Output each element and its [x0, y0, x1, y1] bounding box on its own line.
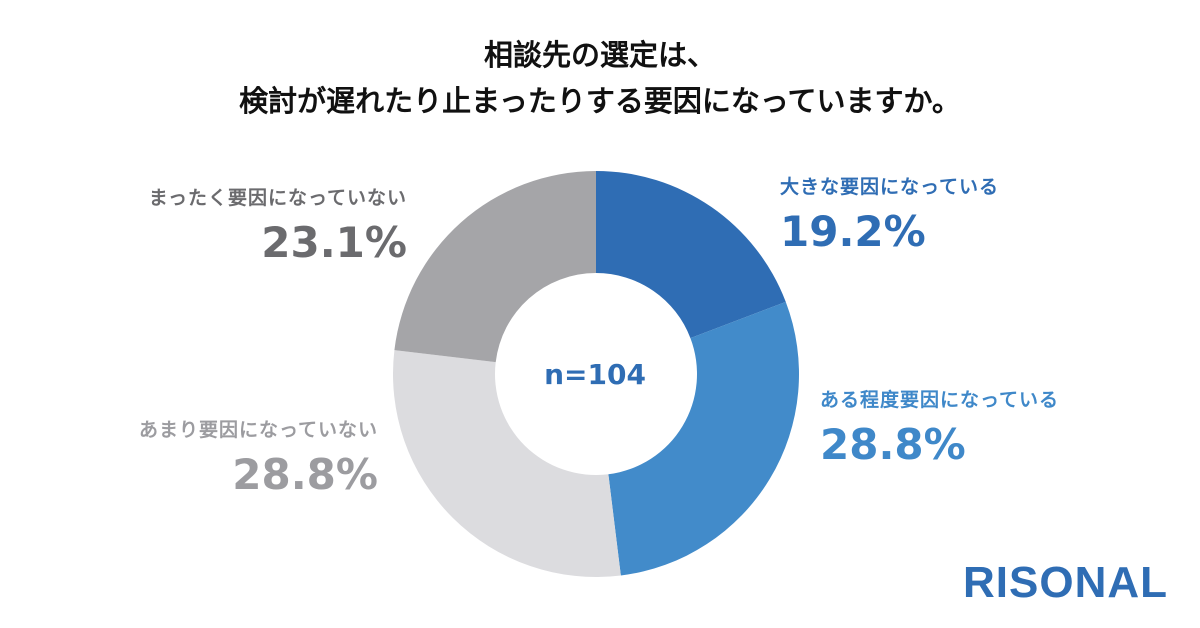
callout-not-much-factor: あまり要因になっていない 28.8%	[139, 417, 378, 503]
callout-not-at-all-factor: まったく要因になっていない 23.1%	[149, 185, 407, 271]
value-label-large-factor: 19.2%	[780, 207, 926, 256]
value-label-not-at-all-factor: 23.1%	[261, 218, 407, 267]
category-label-large-factor: 大きな要因になっている	[780, 176, 1000, 198]
chart-title-line-1: 相談先の選定は、	[483, 38, 716, 72]
chart-title-line-2: 検討が遅れたり止まったりする要因になっていますか。	[239, 84, 961, 118]
callout-large-factor: 大きな要因になっている 19.2%	[780, 174, 999, 260]
category-label-not-at-all-factor: まったく要因になっていない	[148, 187, 407, 209]
value-label-some-factor: 28.8%	[820, 420, 966, 469]
donut-slice-large-factor	[596, 171, 786, 339]
category-label-not-much-factor: あまり要因になっていない	[138, 419, 378, 441]
chart-title: 相談先の選定は、 検討が遅れたり止まったりする要因になっていますか。	[0, 32, 1200, 124]
donut-slice-not-at-all-factor	[394, 171, 596, 363]
callout-some-factor: ある程度要因になっている 28.8%	[820, 387, 1059, 473]
donut-slice-some-factor	[608, 301, 799, 576]
category-label-some-factor: ある程度要因になっている	[820, 389, 1060, 411]
brand-logo: RISONAL	[963, 558, 1168, 607]
donut-slice-not-much-factor	[392, 350, 621, 577]
value-label-not-much-factor: 28.8%	[232, 450, 378, 499]
sample-size-label: n=104	[544, 358, 646, 391]
